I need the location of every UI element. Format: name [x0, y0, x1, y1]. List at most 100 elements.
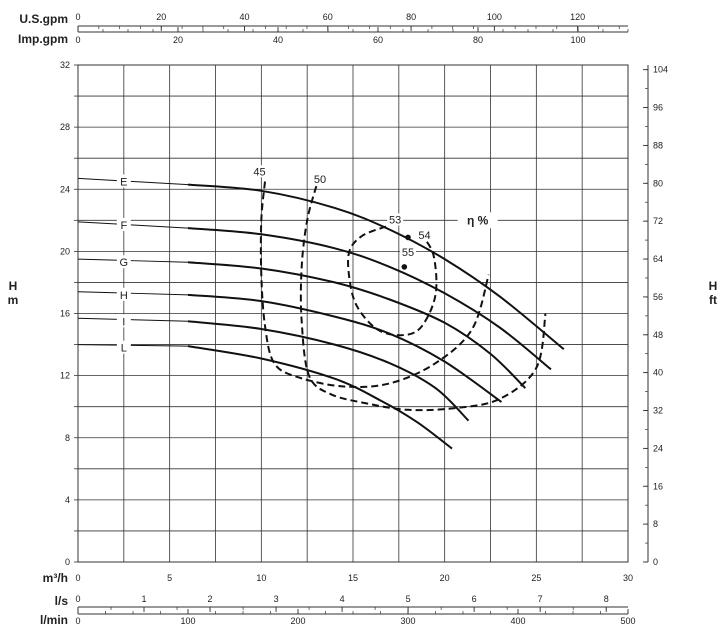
- efficiency-label-54: 54: [418, 230, 430, 242]
- hft-axis-label-top: H: [709, 279, 718, 293]
- curve-label-I: I: [122, 316, 125, 328]
- hft-tick-label: 24: [653, 443, 663, 453]
- hft-tick-label: 32: [653, 406, 663, 416]
- efficiency-label-bg: [387, 213, 404, 226]
- pump-curve-I-start: [77, 317, 189, 322]
- hft-tick-label: 72: [653, 216, 663, 226]
- usgpm-axis-tick-label: 0: [75, 12, 80, 22]
- top-flow-axes: 0 20 40 60 80 100 120 U.S.gpm 0 20 40 60 80 100 Imp.gp…: [18, 12, 629, 46]
- curve-label-bg: [116, 340, 131, 354]
- pump-curve-H: [187, 293, 503, 403]
- lmin-axis-tick-label: 400: [510, 616, 525, 626]
- hm-axis-label-bottom: m: [8, 293, 19, 307]
- hft-tick-label: 0: [653, 557, 658, 567]
- m3h-tick-label: 20: [440, 573, 450, 583]
- efficiency-label-50: 50: [314, 174, 326, 186]
- curve-label-L: L: [121, 343, 127, 355]
- impgpm-axis-tick-label: 80: [473, 35, 483, 45]
- efficiency-symbol-bg: [457, 212, 498, 229]
- hm-tick-label: 32: [60, 60, 70, 70]
- curve-label-bg: [116, 217, 131, 231]
- ls-axis-tick-label: 0: [75, 594, 80, 604]
- efficiency-label-bg: [251, 165, 268, 178]
- impgpm-axis-tick-label: 100: [570, 35, 585, 45]
- hm-tick-label: 8: [65, 433, 70, 443]
- m3h-tick-label: 0: [75, 573, 80, 583]
- hm-tick-label: 20: [60, 246, 70, 256]
- curve-label-bg: [116, 287, 131, 301]
- pump-curves: E F G H I L: [77, 174, 565, 450]
- efficiency-label-53: 53: [389, 214, 401, 226]
- hm-tick-label: 28: [60, 122, 70, 132]
- lmin-axis-tick-label: 500: [620, 616, 635, 626]
- impgpm-axis-tick-label: 20: [173, 35, 183, 45]
- hft-axis-label-bottom: ft: [709, 293, 717, 307]
- hm-tick-label: 4: [65, 495, 70, 505]
- hft-tick-label: 48: [653, 330, 663, 340]
- hft-tick-label: 88: [653, 140, 663, 150]
- pump-curve-G: [187, 261, 527, 389]
- ls-axis-tick-label: 2: [208, 594, 213, 604]
- hm-axis-label-top: H: [9, 279, 18, 293]
- head-ft-axis: 0 8 16 24 32 40 48 56 64 72 80 88 96 104 Hft: [643, 65, 717, 567]
- usgpm-axis-tick-label: 40: [240, 12, 250, 22]
- hm-tick-label: 0: [65, 557, 70, 567]
- ls-axis-tick-label: 1: [142, 594, 147, 604]
- efficiency-label-bg: [400, 246, 416, 259]
- lmin-axis-label: l/min: [40, 613, 68, 627]
- hft-tick-label: 80: [653, 178, 663, 188]
- hft-tick-label: 96: [653, 103, 663, 113]
- efficiency-label-bg: [312, 173, 328, 186]
- chart-grid: [77, 64, 629, 563]
- usgpm-axis-tick-label: 80: [406, 12, 416, 22]
- m3h-axis-label: m³/h: [43, 571, 68, 585]
- pump-curve-F: [187, 227, 552, 371]
- ls-axis-tick-label: 5: [406, 594, 411, 604]
- impgpm-axis-tick-label: 0: [75, 35, 80, 45]
- pump-curve-E: [187, 183, 565, 350]
- m3h-tick-label: 30: [623, 573, 633, 583]
- hft-tick-label: 56: [653, 292, 663, 302]
- impgpm-axis-tick-label: 60: [373, 35, 383, 45]
- ls-axis-label: l/s: [55, 594, 69, 608]
- efficiency-line-53: [347, 225, 438, 337]
- hft-tick-label: 8: [653, 519, 658, 529]
- impgpm-axis-tick-label: 40: [273, 35, 283, 45]
- pump-curve-L-start: [77, 344, 189, 347]
- pump-curve-L: [187, 345, 453, 450]
- ls-axis-tick-label: 3: [274, 594, 279, 604]
- hm-tick-label: 16: [60, 309, 70, 319]
- efficiency-label-bg: [416, 228, 433, 241]
- m3h-tick-label: 10: [256, 573, 266, 583]
- pump-curve-I: [187, 320, 470, 422]
- hm-tick-label: 24: [60, 184, 70, 194]
- m3h-tick-label: 15: [348, 573, 358, 583]
- hft-tick-label: 64: [653, 254, 663, 264]
- efficiency-line-50: [299, 185, 547, 412]
- ls-axis-tick-label: 4: [340, 594, 345, 604]
- efficiency-label-45: 45: [253, 166, 265, 178]
- curve-label-bg: [116, 174, 131, 188]
- curve-label-bg: [116, 314, 131, 328]
- pump-curve-G-start: [77, 258, 189, 263]
- head-m-axis: 0 4 8 12 16 20 24 28 32 Hm: [8, 60, 78, 567]
- efficiency-symbol: η %: [467, 213, 489, 227]
- lmin-axis-tick-label: 300: [400, 616, 415, 626]
- curve-label-bg: [116, 255, 131, 269]
- usgpm-axis-tick-label: 60: [323, 12, 333, 22]
- hft-tick-label: 104: [653, 65, 668, 75]
- usgpm-axis-tick-label: 20: [156, 12, 166, 22]
- hm-tick-label: 12: [60, 371, 70, 381]
- usgpm-axis-tick-label: 100: [487, 12, 502, 22]
- hft-tick-label: 16: [653, 481, 663, 491]
- bottom-flow-axes: 0 5 10 15 20 25 30 m³/h 0 1 2 3 4 5 6 7 8 l/s 0 100 200 300 40…: [40, 571, 636, 627]
- efficiency-label-55: 55: [402, 247, 414, 259]
- lmin-axis-tick-label: 200: [290, 616, 305, 626]
- m3h-tick-label: 25: [531, 573, 541, 583]
- pump-curve-E-start: [77, 177, 189, 186]
- curve-label-F: F: [120, 220, 127, 232]
- efficiency-line-45: [259, 181, 490, 388]
- pump-curve-H-start: [77, 291, 189, 296]
- usgpm-axis-tick-label: 120: [570, 12, 585, 22]
